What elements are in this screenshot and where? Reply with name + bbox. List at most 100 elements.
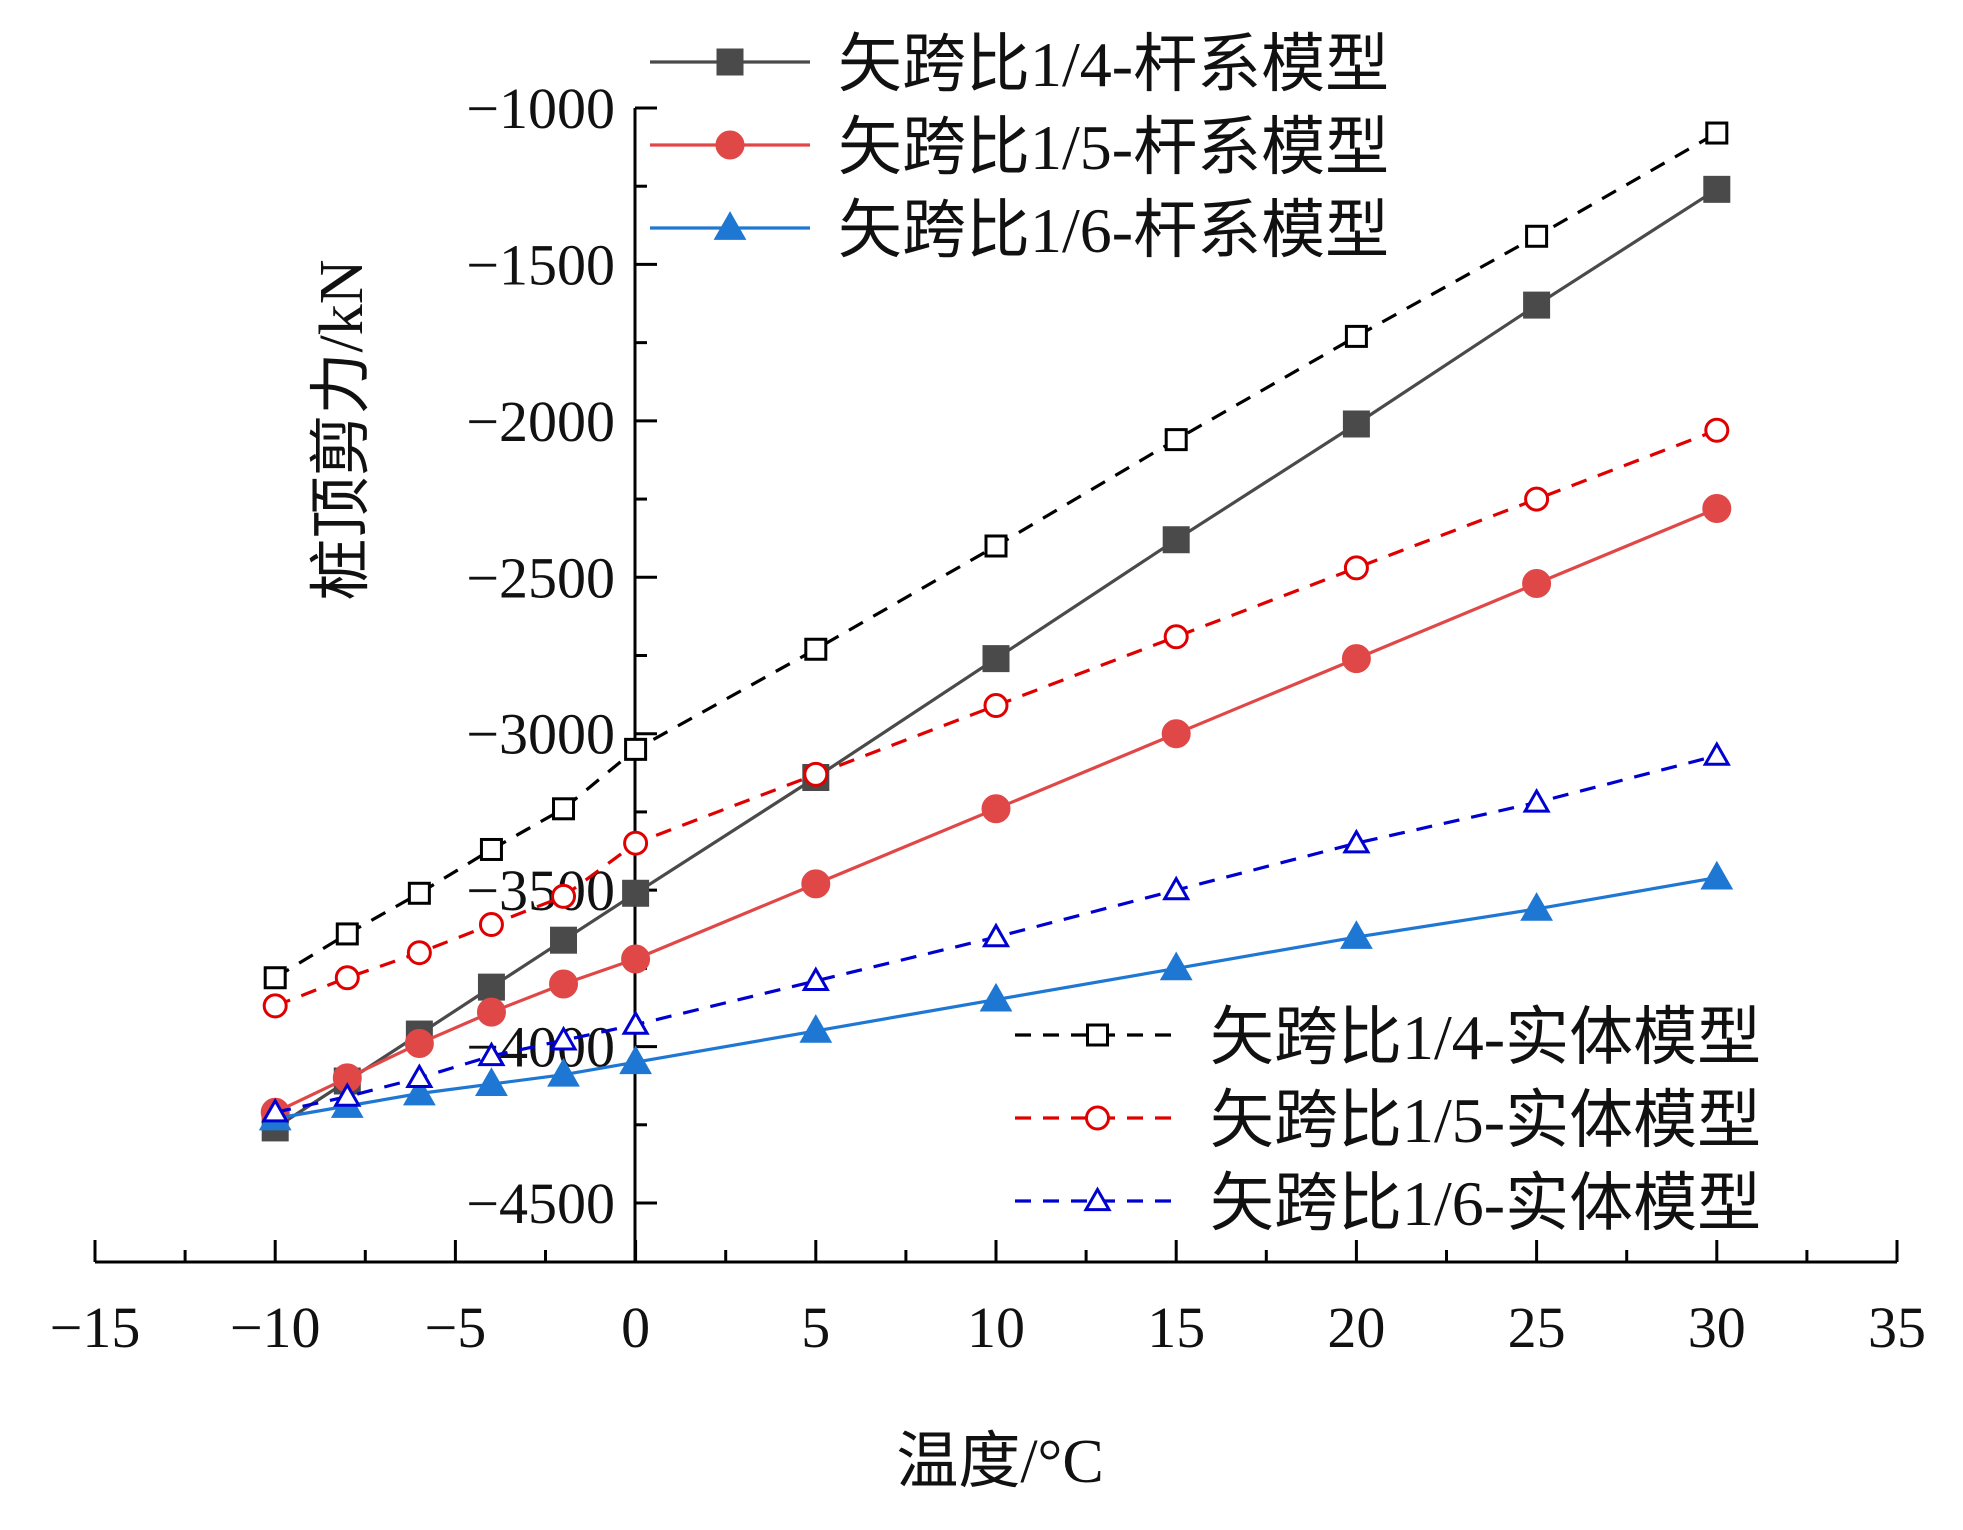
x-tick-label: 35: [1868, 1295, 1926, 1360]
data-point: [404, 1028, 434, 1058]
x-tick-label: 0: [621, 1295, 650, 1360]
data-point: [803, 761, 829, 787]
legend-label: 矢跨比1/5-实体模型: [1210, 1085, 1761, 1156]
data-point: [981, 794, 1011, 824]
legend-marker: [716, 48, 744, 76]
y-tick-label: −2500: [466, 545, 615, 610]
series-line: [274, 131, 1718, 980]
data-point: [801, 869, 831, 899]
data-point: [1162, 875, 1191, 901]
data-point: [550, 926, 578, 954]
data-point: [799, 1014, 833, 1043]
data-point: [1342, 828, 1371, 854]
series-3: [258, 860, 1734, 1131]
legend-marker: [1085, 1105, 1110, 1131]
data-point: [1524, 486, 1550, 512]
legend-label: 矢跨比1/4-杆系模型: [838, 29, 1389, 100]
legend-group: 矢跨比1/4-杆系模型矢跨比1/5-杆系模型矢跨比1/6-杆系模型矢跨比1/4-…: [650, 29, 1761, 1239]
data-point: [405, 1063, 434, 1088]
data-point: [1702, 493, 1732, 523]
data-point: [1702, 741, 1731, 766]
data-point: [623, 830, 649, 856]
series-6: [261, 741, 1731, 1123]
series-2: [260, 493, 1732, 1127]
legend-label: 矢跨比1/4-实体模型: [1210, 1002, 1761, 1073]
data-point: [1520, 892, 1553, 921]
data-point: [549, 1025, 578, 1051]
data-point: [801, 966, 830, 991]
data-point: [479, 837, 503, 861]
legend-marker: [715, 130, 745, 160]
data-point: [1525, 224, 1549, 248]
series-group: [258, 121, 1734, 1142]
data-point: [549, 969, 579, 999]
data-point: [547, 1057, 580, 1087]
axes: −15 −10 −5 0 5 10 15 20 25 30 35−4500−4000−3500−30…: [50, 76, 1926, 1360]
y-tick-label: −1500: [466, 232, 615, 297]
data-point: [334, 965, 360, 991]
data-point: [477, 1041, 506, 1067]
data-point: [1704, 417, 1730, 443]
data-point: [1705, 121, 1729, 145]
data-point: [261, 1097, 290, 1123]
data-point: [476, 997, 506, 1027]
data-point: [477, 973, 505, 1001]
data-point: [1343, 555, 1369, 581]
data-point: [982, 645, 1010, 673]
data-point: [1522, 569, 1552, 599]
data-point: [983, 693, 1009, 719]
data-point: [1344, 324, 1368, 348]
data-point: [1700, 860, 1734, 890]
legend-marker: [1086, 1023, 1109, 1047]
y-tick-label: −4500: [466, 1171, 615, 1236]
data-point: [1342, 410, 1370, 438]
data-point: [804, 637, 828, 661]
data-point: [263, 966, 287, 990]
data-point: [1164, 428, 1188, 452]
data-point: [622, 879, 650, 907]
y-tick-label: −3000: [466, 702, 615, 767]
data-point: [1522, 788, 1551, 813]
x-tick-label: 20: [1327, 1295, 1385, 1360]
data-point: [335, 922, 359, 946]
series-line: [274, 428, 1718, 1008]
x-tick-label: −10: [230, 1295, 321, 1360]
data-point: [475, 1067, 508, 1096]
x-tick-label: 30: [1688, 1295, 1746, 1360]
data-point: [551, 883, 577, 909]
x-tick-label: 25: [1508, 1295, 1566, 1360]
data-point: [407, 881, 431, 905]
y-tick-label: −2000: [466, 389, 615, 454]
data-point: [1523, 291, 1551, 319]
data-point: [979, 982, 1013, 1012]
data-point: [1703, 175, 1731, 203]
x-tick-label: 5: [801, 1295, 830, 1360]
data-point: [1159, 951, 1193, 981]
data-point: [406, 940, 432, 966]
data-point: [621, 944, 651, 974]
data-point: [624, 737, 648, 761]
y-tick-label: −1000: [466, 76, 615, 141]
x-tick-label: −15: [50, 1295, 141, 1360]
data-point: [333, 1082, 362, 1107]
x-tick-label: 10: [967, 1295, 1025, 1360]
legend-label: 矢跨比1/6-杆系模型: [838, 195, 1389, 266]
data-point: [552, 797, 576, 821]
data-point: [262, 993, 288, 1019]
data-point: [1341, 644, 1371, 674]
data-point: [619, 1045, 652, 1075]
data-point: [1340, 920, 1373, 949]
data-point: [1161, 719, 1191, 749]
data-point: [621, 1010, 650, 1035]
series-line: [274, 876, 1718, 1121]
legend-label: 矢跨比1/5-杆系模型: [838, 112, 1389, 183]
data-point: [1163, 624, 1189, 650]
legend-marker: [713, 211, 747, 240]
x-tick-label: 15: [1147, 1295, 1205, 1360]
data-point: [402, 1076, 436, 1106]
series-4: [263, 121, 1729, 990]
